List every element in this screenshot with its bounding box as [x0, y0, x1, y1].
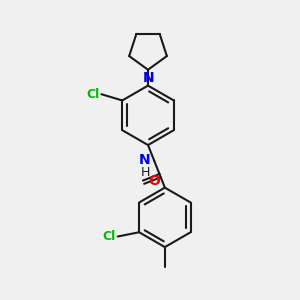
Text: H: H	[141, 166, 151, 179]
Text: Cl: Cl	[86, 88, 99, 101]
Text: N: N	[143, 71, 155, 85]
Text: O: O	[148, 174, 160, 188]
Text: Cl: Cl	[103, 230, 116, 243]
Text: N: N	[139, 153, 151, 167]
